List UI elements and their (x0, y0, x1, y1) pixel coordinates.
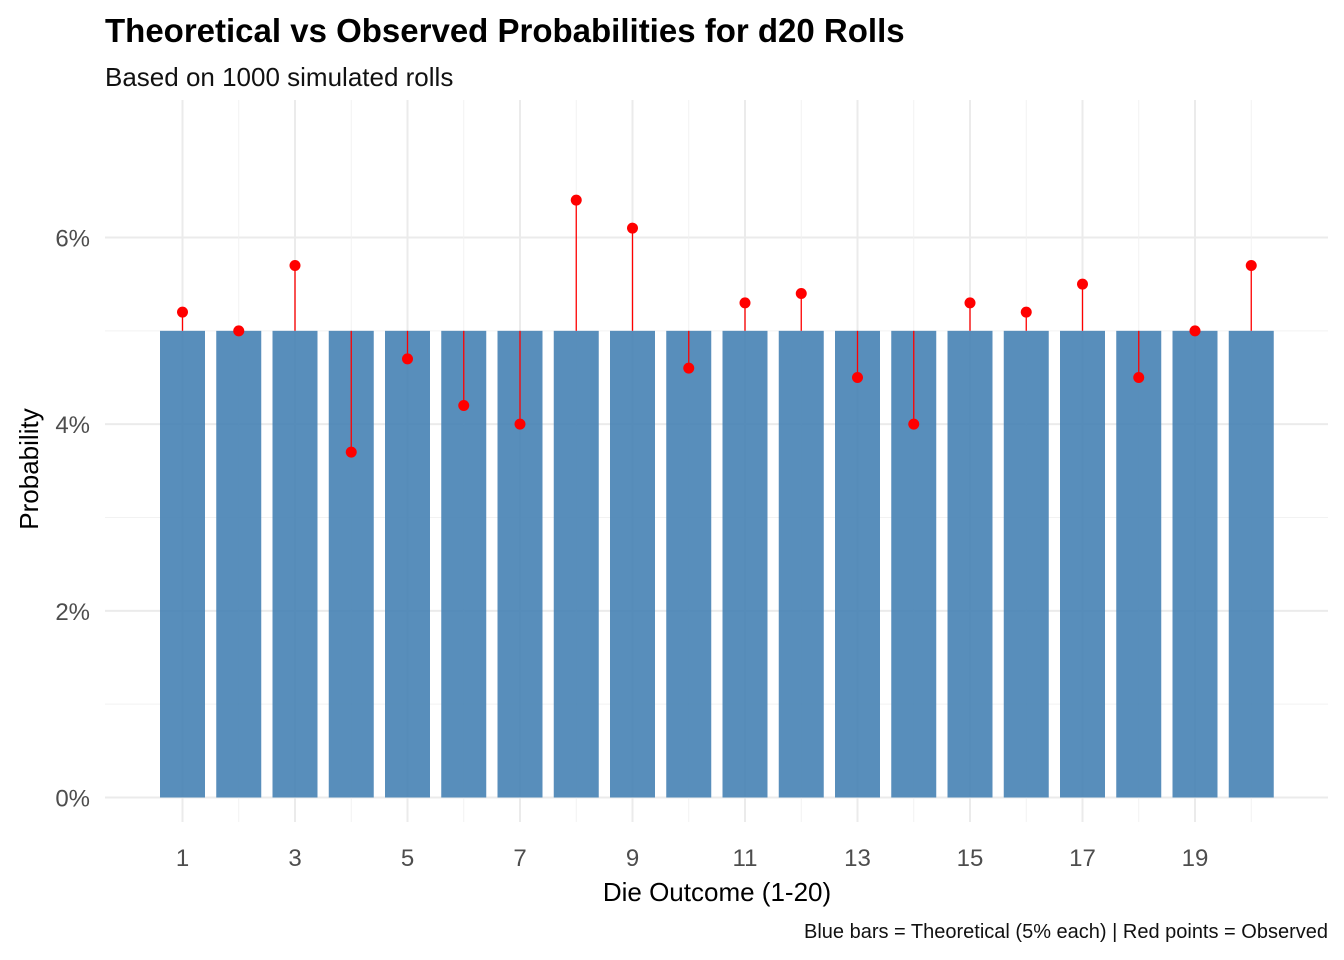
x-tick-label: 19 (1182, 845, 1209, 872)
theoretical-bar (160, 330, 205, 798)
observed-point (683, 362, 695, 374)
x-tick-label: 7 (513, 845, 526, 872)
x-tick-label: 15 (957, 845, 984, 872)
x-tick-label: 5 (401, 845, 414, 872)
theoretical-bar (1116, 330, 1162, 798)
theoretical-bar (778, 330, 824, 798)
theoretical-bar (385, 330, 430, 798)
x-tick-label: 9 (626, 845, 639, 872)
x-tick-label: 1 (176, 845, 189, 872)
observed-points (177, 194, 1257, 458)
theoretical-bar (1003, 330, 1049, 798)
y-axis-ticks: 0% 2% 4% 6% (55, 226, 90, 813)
x-axis-title: Die Outcome (1-20) (603, 877, 831, 907)
observed-point (795, 288, 807, 299)
theoretical-bar (835, 330, 880, 798)
observed-point (177, 306, 188, 318)
x-tick-label: 3 (288, 845, 301, 872)
x-tick-label: 17 (1069, 845, 1096, 872)
observed-point (1020, 306, 1032, 318)
observed-point (908, 418, 920, 430)
observed-point (514, 418, 526, 430)
observed-point (627, 222, 638, 234)
y-tick-label: 2% (55, 599, 90, 626)
theoretical-bar (1060, 330, 1105, 798)
chart-caption: Blue bars = Theoretical (5% each) | Red … (804, 921, 1328, 943)
theoretical-bar (610, 330, 655, 798)
theoretical-bar (1172, 330, 1218, 798)
observed-point (345, 446, 357, 458)
x-tick-label: 13 (844, 845, 871, 872)
x-tick-label: 11 (733, 845, 758, 872)
observed-point (570, 194, 582, 206)
observed-point (289, 260, 301, 271)
observed-stems (181, 200, 1252, 453)
theoretical-bar (722, 330, 768, 798)
theoretical-bar (272, 330, 318, 798)
y-tick-label: 0% (55, 786, 90, 813)
theoretical-bar (947, 330, 993, 798)
theoretical-bar (1228, 330, 1274, 798)
y-tick-label: 4% (55, 412, 90, 439)
observed-point (739, 297, 751, 309)
y-axis-title: Probability (14, 408, 44, 529)
observed-point (233, 325, 245, 337)
theoretical-bar (666, 330, 712, 798)
theoretical-bars (160, 330, 1274, 798)
observed-point (1133, 372, 1145, 383)
chart-subtitle: Based on 1000 simulated rolls (105, 62, 454, 92)
y-tick-label: 6% (55, 226, 90, 253)
observed-point (1245, 260, 1257, 271)
observed-point (852, 372, 863, 383)
theoretical-bar (216, 330, 262, 798)
theoretical-bar (553, 330, 599, 798)
x-axis-ticks: 1 3 5 7 9 11 13 15 17 19 (176, 845, 1209, 872)
observed-point (964, 297, 976, 309)
observed-point (1189, 325, 1201, 337)
observed-point (402, 353, 413, 365)
observed-point (458, 400, 470, 411)
chart-title: Theoretical vs Observed Probabilities fo… (105, 12, 905, 49)
observed-point (1077, 278, 1088, 290)
